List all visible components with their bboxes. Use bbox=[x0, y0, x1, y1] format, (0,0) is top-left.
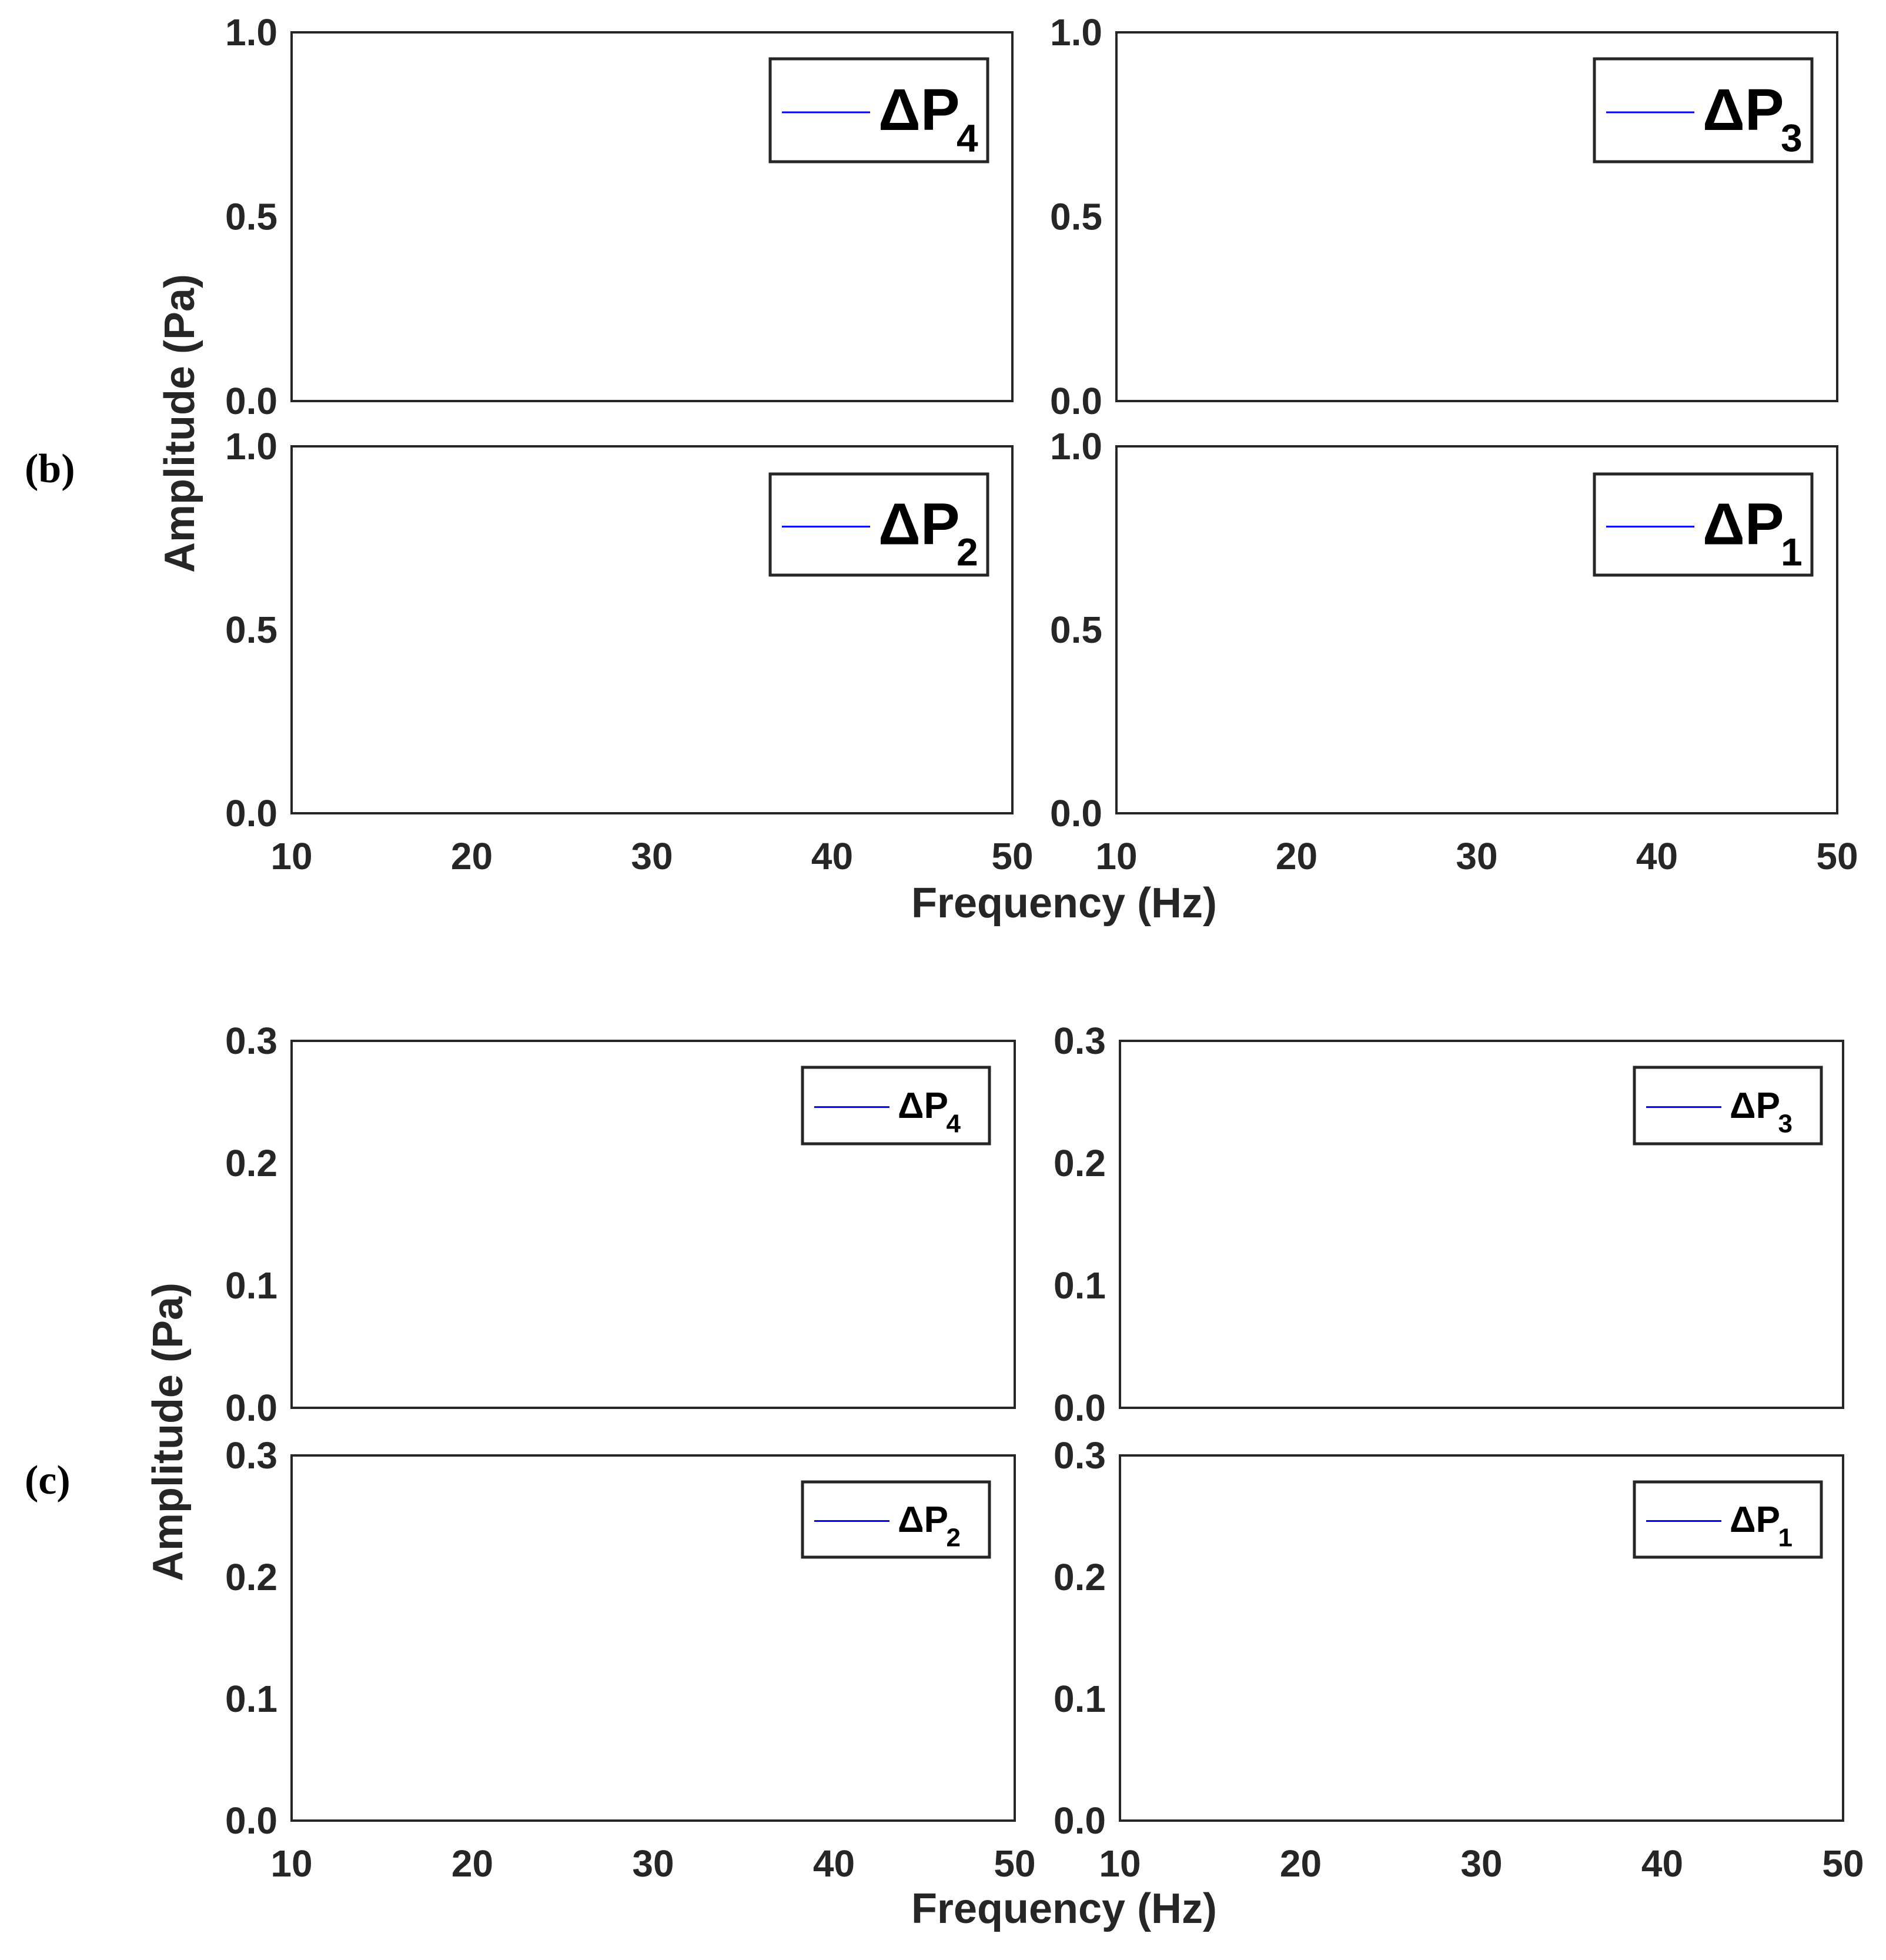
y-tick-label: 1.0 bbox=[225, 425, 277, 468]
legend: ΔP4 bbox=[801, 1066, 991, 1146]
x-tick-label: 30 bbox=[631, 835, 673, 877]
y-tick-label: 0.5 bbox=[225, 609, 277, 651]
legend-label: ΔP bbox=[898, 1500, 948, 1540]
chart-panel-5: 0.0 0.1 0.2 0.3 ΔP4 bbox=[225, 1020, 1016, 1429]
legend-box bbox=[768, 472, 989, 577]
legend-box bbox=[1633, 1480, 1823, 1559]
x-tick-label: 10 bbox=[270, 835, 312, 877]
legend-box bbox=[1593, 472, 1814, 577]
y-tick-label: 0.1 bbox=[1054, 1264, 1106, 1307]
legend-label: ΔP bbox=[1703, 491, 1784, 557]
legend-box bbox=[1633, 1066, 1823, 1146]
legend-label: ΔP bbox=[1730, 1086, 1780, 1126]
x-tick-label: 50 bbox=[991, 835, 1033, 877]
x-axis-label: Frequency (Hz) bbox=[911, 1885, 1217, 1932]
legend: ΔP3 bbox=[1593, 57, 1814, 163]
x-tick-label: 30 bbox=[632, 1842, 674, 1885]
legend-box bbox=[801, 1066, 991, 1146]
legend-subscript: 1 bbox=[1781, 530, 1803, 574]
legend-label: ΔP bbox=[1730, 1500, 1780, 1540]
chart-panel-2: 0.0 0.5 1.0 ΔP3 bbox=[1050, 11, 1838, 422]
y-axis-label: Amplitude (Pa) bbox=[156, 274, 203, 573]
y-tick-label: 0.0 bbox=[1050, 380, 1102, 422]
legend-label: ΔP bbox=[898, 1086, 948, 1126]
x-tick-label: 20 bbox=[452, 1842, 493, 1885]
legend-label: ΔP bbox=[1703, 77, 1784, 143]
x-tick-label: 40 bbox=[811, 835, 853, 877]
y-tick-label: 0.2 bbox=[1054, 1556, 1106, 1598]
legend-subscript: 4 bbox=[957, 116, 978, 159]
y-tick-label: 0.2 bbox=[225, 1556, 277, 1598]
legend: ΔP3 bbox=[1633, 1066, 1823, 1146]
x-tick-label: 20 bbox=[1276, 835, 1317, 877]
chart-group: 0.00.51.0ΔP40.00.51.0ΔP30.00.51.0ΔP20.00… bbox=[145, 11, 1864, 1932]
y-tick-label: 0.0 bbox=[1054, 1799, 1106, 1842]
x-tick-label: 30 bbox=[1456, 835, 1497, 877]
chart-panel-8: 0.0 0.1 0.2 0.3 ΔP1 bbox=[1054, 1434, 1844, 1842]
x-tick-label: 10 bbox=[270, 1842, 312, 1885]
legend: ΔP4 bbox=[768, 57, 989, 163]
legend-box bbox=[768, 57, 989, 163]
y-tick-label: 0.0 bbox=[225, 380, 277, 422]
y-tick-label: 0.3 bbox=[225, 1020, 277, 1062]
x-axis-label: Frequency (Hz) bbox=[911, 880, 1217, 927]
legend: ΔP2 bbox=[801, 1480, 991, 1559]
chart-panel-6: 0.0 0.1 0.2 0.3 ΔP3 bbox=[1054, 1020, 1844, 1429]
chart-panel-3: 0.0 0.5 1.0 ΔP2 bbox=[225, 425, 1014, 834]
x-tick-label: 50 bbox=[1822, 1842, 1864, 1885]
x-tick-label: 10 bbox=[1095, 835, 1137, 877]
legend-subscript: 2 bbox=[957, 530, 978, 574]
x-tick-label: 20 bbox=[1280, 1842, 1322, 1885]
x-tick-label: 50 bbox=[1816, 835, 1858, 877]
x-tick-label: 20 bbox=[451, 835, 493, 877]
y-tick-label: 0.0 bbox=[225, 1387, 277, 1429]
y-tick-label: 0.1 bbox=[225, 1678, 277, 1720]
y-tick-label: 0.0 bbox=[225, 792, 277, 834]
legend-subscript: 4 bbox=[946, 1109, 961, 1138]
x-tick-label: 50 bbox=[994, 1842, 1035, 1885]
x-tick-label: 40 bbox=[813, 1842, 855, 1885]
x-tick-label: 10 bbox=[1099, 1842, 1141, 1885]
legend-subscript: 1 bbox=[1778, 1523, 1792, 1552]
y-tick-label: 1.0 bbox=[1050, 425, 1102, 468]
chart-panel-4: 0.0 0.5 1.0 ΔP1 bbox=[1050, 425, 1838, 834]
legend-subscript: 2 bbox=[946, 1523, 960, 1552]
legend-label: ΔP bbox=[878, 77, 960, 143]
legend: ΔP2 bbox=[768, 472, 989, 577]
legend-label: ΔP bbox=[878, 491, 960, 557]
y-tick-label: 0.2 bbox=[1054, 1142, 1106, 1184]
legend-box bbox=[1593, 57, 1814, 163]
y-tick-label: 0.5 bbox=[1050, 196, 1102, 238]
legend-box bbox=[801, 1480, 991, 1559]
panel-label-b: (b) bbox=[25, 446, 75, 492]
legend-subscript: 3 bbox=[1781, 116, 1803, 159]
x-tick-label: 40 bbox=[1636, 835, 1678, 877]
legend-subscript: 3 bbox=[1778, 1109, 1792, 1138]
y-tick-label: 0.5 bbox=[225, 196, 277, 238]
chart-panel-7: 0.0 0.1 0.2 0.3 ΔP2 bbox=[225, 1434, 1016, 1842]
y-tick-label: 0.3 bbox=[1054, 1434, 1106, 1477]
y-tick-label: 0.0 bbox=[1054, 1387, 1106, 1429]
y-tick-label: 0.5 bbox=[1050, 609, 1102, 651]
y-tick-label: 0.3 bbox=[1054, 1020, 1106, 1062]
y-tick-label: 0.1 bbox=[225, 1264, 277, 1307]
legend: ΔP1 bbox=[1593, 472, 1814, 577]
x-tick-label: 30 bbox=[1460, 1842, 1502, 1885]
panel-label-c: (c) bbox=[25, 1458, 71, 1503]
y-tick-label: 1.0 bbox=[225, 11, 277, 54]
y-tick-label: 0.0 bbox=[1050, 792, 1102, 834]
y-tick-label: 0.0 bbox=[225, 1799, 277, 1842]
chart-panel-1: 0.0 0.5 1.0 ΔP4 bbox=[225, 11, 1014, 422]
x-tick-label: 40 bbox=[1641, 1842, 1683, 1885]
y-tick-label: 1.0 bbox=[1050, 11, 1102, 54]
y-tick-label: 0.1 bbox=[1054, 1678, 1106, 1720]
y-axis-label: Amplitude (Pa) bbox=[145, 1283, 192, 1581]
y-tick-label: 0.3 bbox=[225, 1434, 277, 1477]
legend: ΔP1 bbox=[1633, 1480, 1823, 1559]
y-tick-label: 0.2 bbox=[225, 1142, 277, 1184]
